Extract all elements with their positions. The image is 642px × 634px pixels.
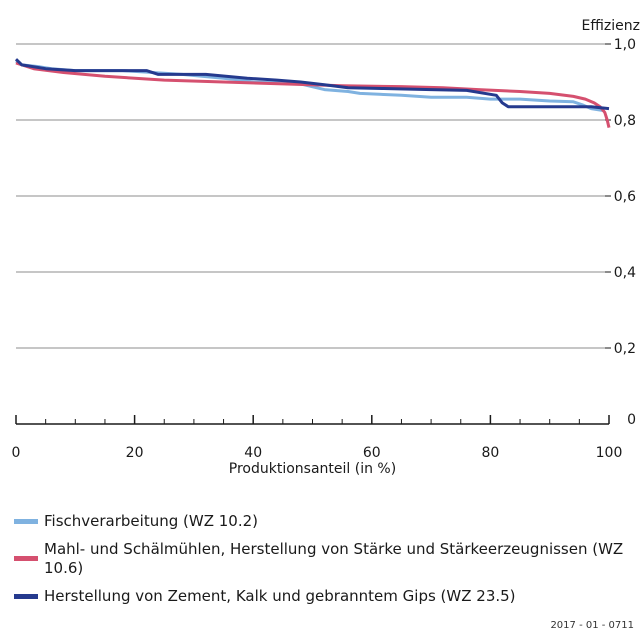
y-tick-label: 0,8 bbox=[614, 113, 636, 129]
series-line bbox=[14, 58, 610, 111]
y-tick-label: 1,0 bbox=[614, 37, 636, 53]
y-tick-label: 0 bbox=[627, 412, 636, 428]
y-tick-label: 0,6 bbox=[614, 189, 636, 205]
legend-swatch bbox=[14, 519, 38, 524]
source-code: 2017 - 01 - 0711 bbox=[550, 620, 634, 631]
legend-swatch bbox=[14, 594, 38, 599]
tick-labels: 0 0,2 0,4 0,6 0,8 1,0 0 20 40 60 80 100 bbox=[12, 37, 637, 461]
y-tick-label: 0,2 bbox=[614, 341, 636, 357]
legend-item-fischverarbeitung: Fischverarbeitung (WZ 10.2) bbox=[14, 512, 634, 531]
y-tick-label: 0,4 bbox=[614, 265, 636, 281]
grid-lines bbox=[16, 43, 611, 349]
y-axis-title: Effizienz bbox=[582, 18, 640, 34]
series-lines bbox=[14, 58, 611, 128]
x-axis-title: Produktionsanteil (in %) bbox=[229, 461, 396, 477]
legend-label: Mahl- und Schälmühlen, Herstellung von S… bbox=[44, 540, 624, 577]
x-tick-label: 40 bbox=[244, 445, 262, 461]
series-line bbox=[15, 61, 611, 128]
legend-item-zement-kalk-gips: Herstellung von Zement, Kalk und gebrann… bbox=[14, 587, 634, 606]
x-axis bbox=[15, 415, 610, 425]
legend-label: Fischverarbeitung (WZ 10.2) bbox=[44, 512, 258, 530]
x-tick-label: 60 bbox=[363, 445, 381, 461]
legend: Fischverarbeitung (WZ 10.2) Mahl- und Sc… bbox=[14, 512, 634, 615]
x-tick-label: 80 bbox=[481, 445, 499, 461]
x-tick-label: 0 bbox=[12, 445, 21, 461]
x-tick-label: 100 bbox=[596, 445, 623, 461]
legend-item-mahl-schaelmuehlen: Mahl- und Schälmühlen, Herstellung von S… bbox=[14, 540, 634, 578]
x-tick-label: 20 bbox=[126, 445, 144, 461]
legend-swatch bbox=[14, 556, 38, 561]
legend-label: Herstellung von Zement, Kalk und gebrann… bbox=[44, 587, 516, 605]
efficiency-chart: 0 0,2 0,4 0,6 0,8 1,0 0 20 40 60 80 100 Produktions… bbox=[12, 18, 640, 477]
